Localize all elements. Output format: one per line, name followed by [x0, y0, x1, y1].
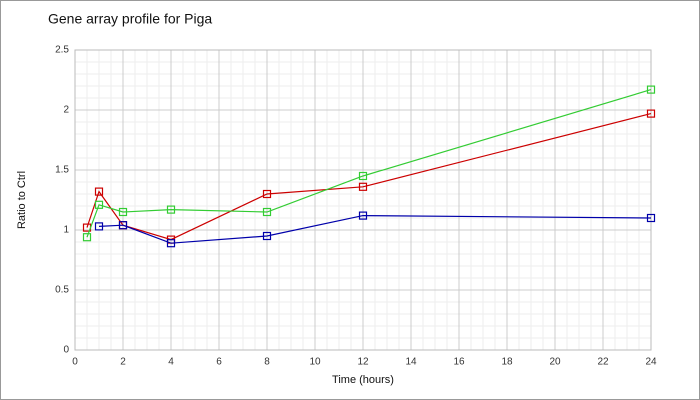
y-axis-label: Ratio to Ctrl — [16, 171, 28, 229]
point-marker — [94, 200, 104, 209]
point-marker — [118, 207, 128, 217]
y-tick-label: 0 — [63, 345, 69, 356]
point-marker — [646, 213, 656, 223]
y-tick-label: 2.5 — [55, 45, 69, 56]
x-tick-label: 6 — [216, 357, 222, 368]
point-marker — [646, 109, 656, 118]
plot-border — [74, 49, 652, 351]
x-axis-label: Time (hours) — [332, 374, 394, 386]
y-tick-label: 2 — [63, 105, 69, 116]
x-tick-label: 22 — [597, 357, 609, 368]
point-marker — [358, 211, 368, 220]
y-tick-label: 0.5 — [55, 285, 69, 296]
point-marker — [646, 85, 656, 94]
point-marker — [82, 233, 92, 242]
x-tick-label: 4 — [168, 357, 174, 368]
x-tick-label: 10 — [309, 357, 321, 368]
point-marker — [262, 207, 272, 217]
point-marker — [166, 205, 176, 214]
x-tick-label: 12 — [357, 357, 369, 368]
series-line — [86, 89, 652, 238]
x-tick-label: 24 — [645, 357, 657, 368]
y-tick-label: 1 — [63, 225, 69, 236]
x-tick-label: 8 — [264, 357, 270, 368]
point-marker — [118, 221, 128, 230]
point-marker — [262, 189, 272, 199]
chart-title: Gene array profile for Piga — [48, 11, 212, 27]
x-tick-label: 0 — [72, 357, 78, 368]
x-tick-label: 2 — [120, 357, 126, 368]
x-tick-label: 14 — [405, 357, 417, 368]
point-marker — [358, 171, 368, 181]
point-marker — [94, 187, 104, 196]
x-tick-label: 18 — [501, 357, 513, 368]
x-tick-label: 20 — [549, 357, 561, 368]
point-marker — [262, 231, 272, 241]
point-marker — [94, 222, 104, 231]
y-tick-label: 1.5 — [55, 165, 69, 176]
x-tick-label: 16 — [453, 357, 465, 368]
point-marker — [166, 239, 176, 248]
point-marker — [358, 182, 368, 191]
